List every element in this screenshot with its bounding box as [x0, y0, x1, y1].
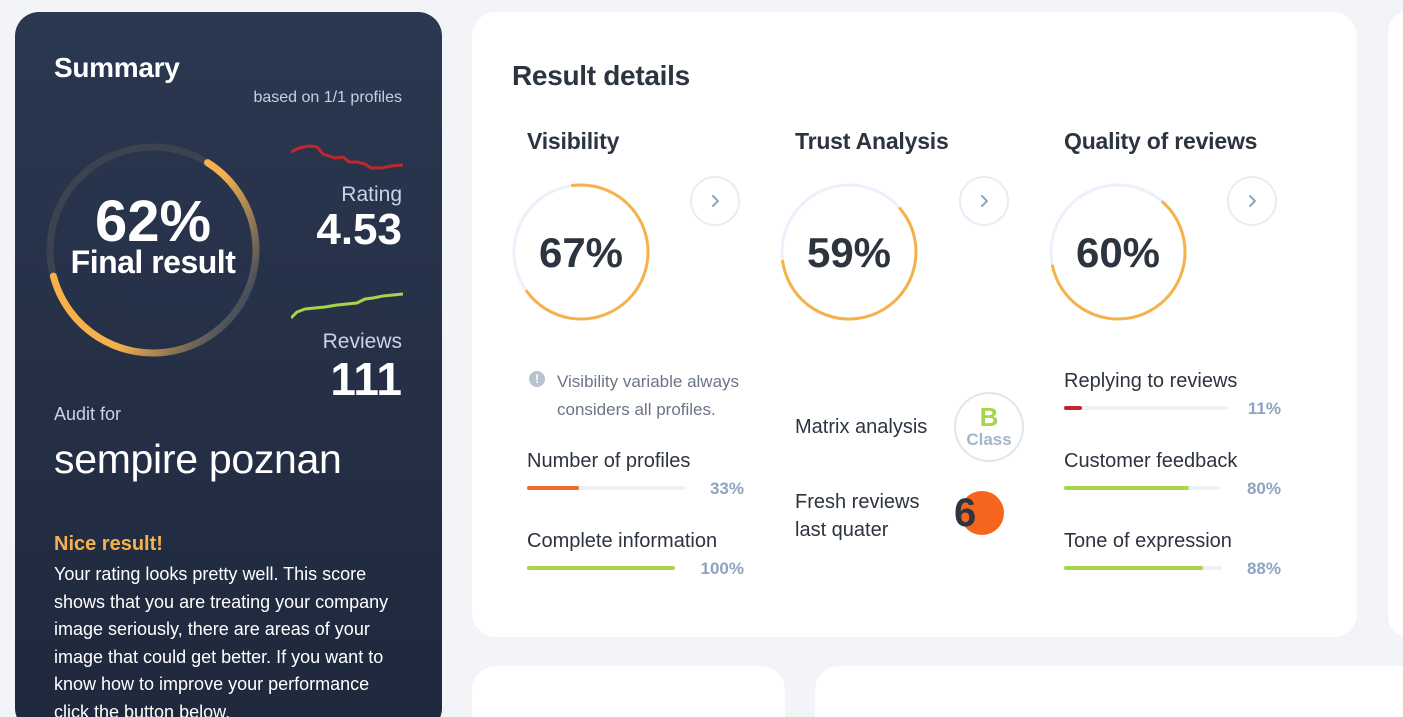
matrix-analysis-label: Matrix analysis	[795, 416, 928, 438]
visibility-title: Visibility	[527, 128, 620, 154]
final-result-ring	[46, 143, 260, 357]
quality-of-reviews-gauge	[1049, 183, 1187, 321]
number-of-profiles-bar	[527, 486, 685, 490]
complete-information-label: Complete information	[527, 530, 718, 552]
bottom-card-left	[472, 666, 785, 717]
summary-panel: Summary based on 1/1 profiles 62% Final …	[15, 12, 442, 717]
class-badge: B Class	[954, 392, 1024, 462]
complete-information-bar	[527, 566, 675, 570]
audit-for-label: Audit for	[54, 404, 122, 424]
visibility-details-button[interactable]	[690, 176, 740, 226]
complete-information-pct: 100%	[700, 559, 744, 578]
rating-sparkline	[291, 144, 403, 170]
audit-company-name: sempire poznan	[54, 436, 342, 482]
chevron-right-icon	[712, 195, 719, 207]
tone-of-expression-bar	[1064, 566, 1222, 570]
quality-of-reviews-title: Quality of reviews	[1064, 128, 1258, 154]
result-heading: Nice result!	[54, 533, 163, 555]
rating-value: 4.53	[316, 205, 402, 254]
replying-to-reviews-label: Replying to reviews	[1064, 370, 1238, 392]
result-description: Your rating looks pretty well. This scor…	[54, 564, 389, 717]
reviews-value: 111	[330, 353, 402, 405]
bottom-card-right	[815, 666, 1403, 717]
quality-of-reviews-details-button[interactable]	[1227, 176, 1277, 226]
based-on-text: based on 1/1 profiles	[253, 89, 402, 106]
trust-analysis-title: Trust Analysis	[795, 128, 949, 154]
visibility-note: Visibility variable always considers all…	[557, 372, 740, 419]
number-of-profiles-pct: 33%	[709, 479, 744, 498]
number-of-profiles-label: Number of profiles	[527, 450, 691, 472]
trust-analysis-details-button[interactable]	[959, 176, 1009, 226]
trust-analysis-gauge	[780, 183, 918, 321]
tone-of-expression-pct: 88%	[1246, 559, 1281, 578]
next-card	[1388, 12, 1403, 637]
class-word: Class	[966, 430, 1012, 449]
fresh-reviews-circle	[960, 491, 1004, 535]
result-details-title: Result details	[512, 60, 690, 91]
final-result-label: Final result	[70, 244, 236, 280]
reviews-label: Reviews	[322, 330, 402, 353]
rating-label: Rating	[341, 183, 402, 206]
quality-of-reviews-score: 60%	[1075, 229, 1161, 276]
replying-to-reviews-pct: 11%	[1247, 399, 1281, 418]
trust-analysis-score: 59%	[806, 229, 892, 276]
summary-title: Summary	[54, 52, 180, 83]
final-score: 62%	[94, 189, 212, 254]
customer-feedback-pct: 80%	[1246, 479, 1281, 498]
chevron-right-icon	[1249, 195, 1256, 207]
fresh-reviews-count: 6	[954, 491, 977, 535]
fresh-reviews-label: Fresh reviews last quater	[795, 491, 920, 541]
visibility-score: 67%	[538, 229, 624, 276]
visibility-gauge	[512, 183, 650, 321]
fresh-reviews-badge: 6	[954, 491, 1004, 535]
class-letter: B	[979, 402, 999, 432]
customer-feedback-bar	[1064, 486, 1220, 490]
info-icon: !	[529, 371, 545, 387]
reviews-sparkline	[291, 292, 403, 320]
result-details-card: Result details Visibility 67% Trust Anal…	[472, 12, 1357, 637]
customer-feedback-label: Customer feedback	[1064, 450, 1238, 472]
replying-to-reviews-bar	[1064, 406, 1228, 410]
chevron-right-icon	[981, 195, 988, 207]
tone-of-expression-label: Tone of expression	[1064, 530, 1232, 552]
